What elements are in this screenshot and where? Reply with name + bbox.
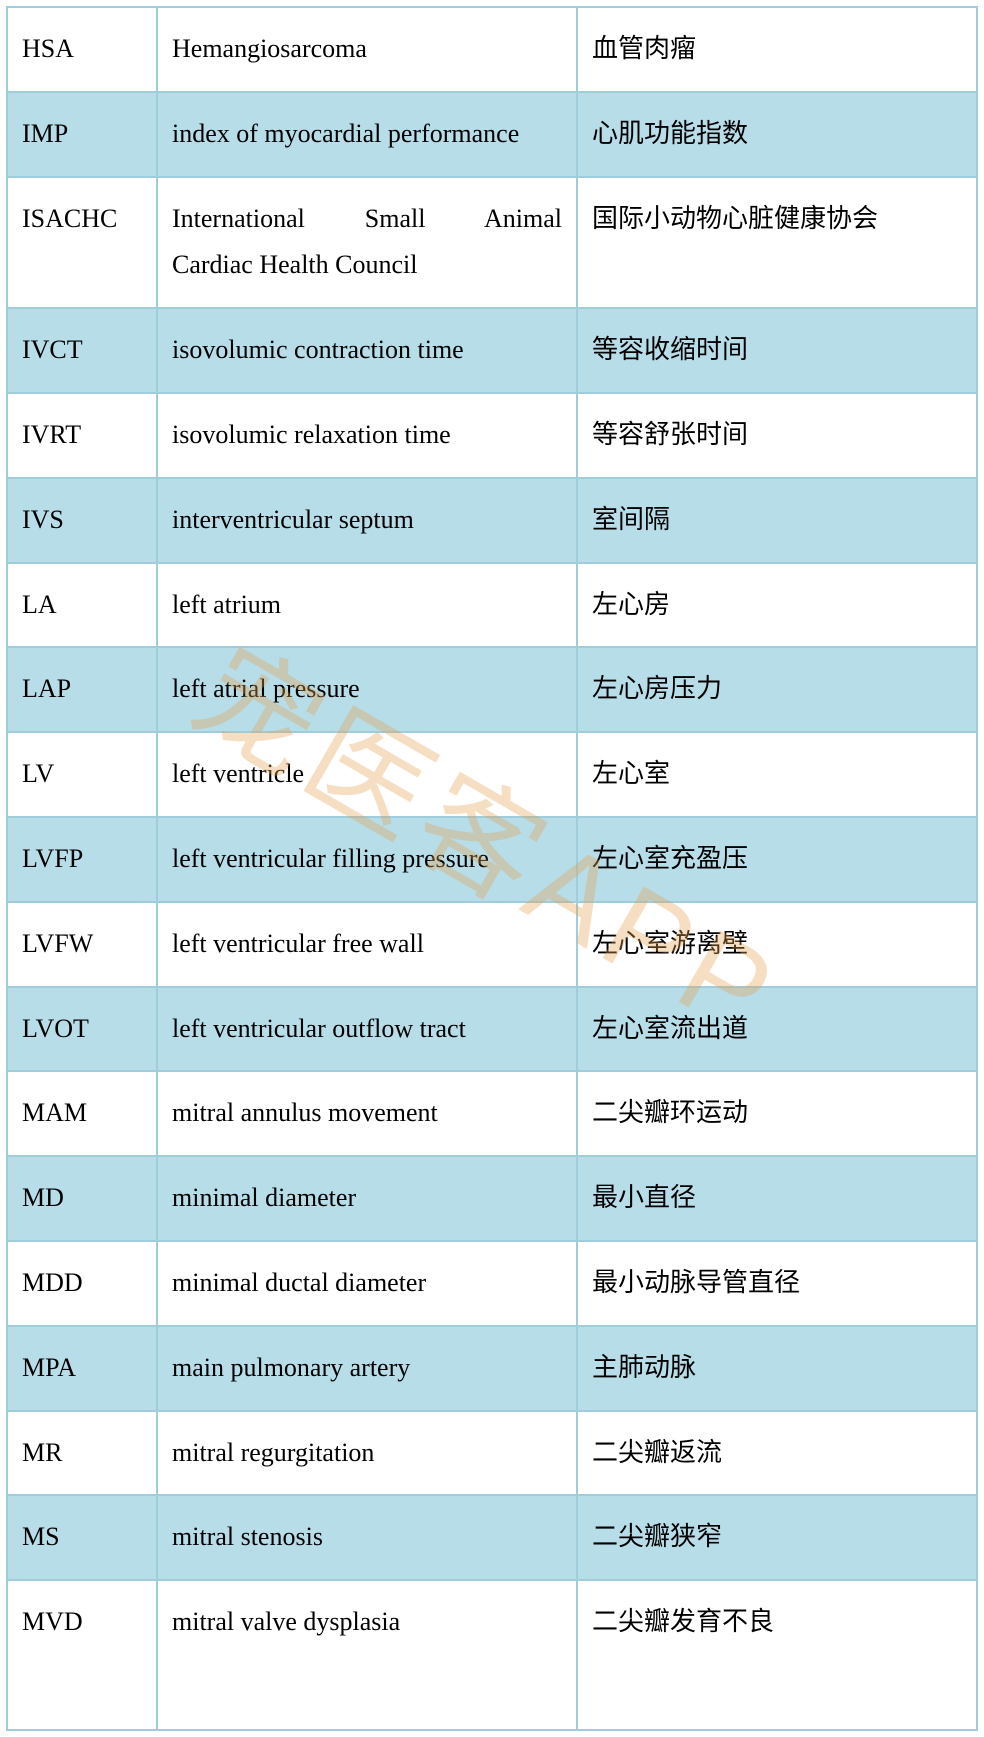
- cell-english: minimal diameter: [157, 1156, 577, 1241]
- cell-chinese: 国际小动物心脏健康协会: [577, 177, 977, 309]
- table-row: IVRTisovolumic relaxation time等容舒张时间: [7, 393, 977, 478]
- table-row: MPAmain pulmonary artery主肺动脉: [7, 1326, 977, 1411]
- cell-english: left ventricular free wall: [157, 902, 577, 987]
- table-row: LAPleft atrial pressure左心房压力: [7, 647, 977, 732]
- cell-chinese: 主肺动脉: [577, 1326, 977, 1411]
- cell-english: left ventricular outflow tract: [157, 987, 577, 1072]
- cell-chinese: 二尖瓣狭窄: [577, 1495, 977, 1580]
- cell-english: isovolumic relaxation time: [157, 393, 577, 478]
- cell-abbr: MDD: [7, 1241, 157, 1326]
- cell-chinese: 左心室: [577, 732, 977, 817]
- cell-abbr: MAM: [7, 1071, 157, 1156]
- cell-chinese: 心肌功能指数: [577, 92, 977, 177]
- cell-chinese: 最小直径: [577, 1156, 977, 1241]
- cell-english: left ventricle: [157, 732, 577, 817]
- cell-abbr: MS: [7, 1495, 157, 1580]
- table-row: IMPindex of myocardial performance心肌功能指数: [7, 92, 977, 177]
- table-row: ISACHCInternational Small AnimalCardiac …: [7, 177, 977, 309]
- cell-english: left atrial pressure: [157, 647, 577, 732]
- cell-chinese: 左心室流出道: [577, 987, 977, 1072]
- table-row: LVFWleft ventricular free wall左心室游离壁: [7, 902, 977, 987]
- cell-abbr: LVOT: [7, 987, 157, 1072]
- cell-abbr: MR: [7, 1411, 157, 1496]
- cell-chinese: 二尖瓣返流: [577, 1411, 977, 1496]
- table-row: LVOTleft ventricular outflow tract左心室流出道: [7, 987, 977, 1072]
- table-row: MSmitral stenosis二尖瓣狭窄: [7, 1495, 977, 1580]
- cell-abbr: IVRT: [7, 393, 157, 478]
- cell-english: mitral stenosis: [157, 1495, 577, 1580]
- cell-abbr: IMP: [7, 92, 157, 177]
- cell-chinese: 左心房: [577, 563, 977, 648]
- cell-english: minimal ductal diameter: [157, 1241, 577, 1326]
- cell-english: mitral valve dysplasia: [157, 1580, 577, 1730]
- table-row: MVDmitral valve dysplasia二尖瓣发育不良: [7, 1580, 977, 1730]
- cell-english: International Small AnimalCardiac Health…: [157, 177, 577, 309]
- cell-abbr: MD: [7, 1156, 157, 1241]
- cell-chinese: 二尖瓣发育不良: [577, 1580, 977, 1730]
- cell-chinese: 最小动脉导管直径: [577, 1241, 977, 1326]
- table-row: MDDminimal ductal diameter最小动脉导管直径: [7, 1241, 977, 1326]
- cell-abbr: HSA: [7, 7, 157, 92]
- cell-abbr: MPA: [7, 1326, 157, 1411]
- table-row: MDminimal diameter最小直径: [7, 1156, 977, 1241]
- cell-english: isovolumic contraction time: [157, 308, 577, 393]
- glossary-table: HSAHemangiosarcoma血管肉瘤IMPindex of myocar…: [6, 6, 978, 1731]
- cell-english: Hemangiosarcoma: [157, 7, 577, 92]
- table-container: 宠医客APP HSAHemangiosarcoma血管肉瘤IMPindex of…: [0, 0, 984, 1737]
- table-row: HSAHemangiosarcoma血管肉瘤: [7, 7, 977, 92]
- cell-chinese: 二尖瓣环运动: [577, 1071, 977, 1156]
- table-row: LVleft ventricle左心室: [7, 732, 977, 817]
- cell-abbr: IVS: [7, 478, 157, 563]
- cell-chinese: 室间隔: [577, 478, 977, 563]
- table-row: LVFPleft ventricular filling pressure左心室…: [7, 817, 977, 902]
- cell-english: mitral regurgitation: [157, 1411, 577, 1496]
- cell-chinese: 等容收缩时间: [577, 308, 977, 393]
- cell-english: left ventricular filling pressure: [157, 817, 577, 902]
- table-row: IVCTisovolumic contraction time等容收缩时间: [7, 308, 977, 393]
- cell-chinese: 左心室充盈压: [577, 817, 977, 902]
- cell-abbr: LAP: [7, 647, 157, 732]
- cell-chinese: 左心室游离壁: [577, 902, 977, 987]
- table-row: LAleft atrium左心房: [7, 563, 977, 648]
- cell-english: interventricular septum: [157, 478, 577, 563]
- cell-abbr: LV: [7, 732, 157, 817]
- cell-english: mitral annulus movement: [157, 1071, 577, 1156]
- cell-abbr: LVFW: [7, 902, 157, 987]
- cell-abbr: LVFP: [7, 817, 157, 902]
- table-row: IVSinterventricular septum室间隔: [7, 478, 977, 563]
- cell-english: left atrium: [157, 563, 577, 648]
- cell-abbr: ISACHC: [7, 177, 157, 309]
- cell-english: main pulmonary artery: [157, 1326, 577, 1411]
- cell-english: index of myocardial performance: [157, 92, 577, 177]
- cell-chinese: 等容舒张时间: [577, 393, 977, 478]
- cell-chinese: 左心房压力: [577, 647, 977, 732]
- table-row: MRmitral regurgitation二尖瓣返流: [7, 1411, 977, 1496]
- cell-abbr: MVD: [7, 1580, 157, 1730]
- cell-chinese: 血管肉瘤: [577, 7, 977, 92]
- table-row: MAMmitral annulus movement二尖瓣环运动: [7, 1071, 977, 1156]
- cell-abbr: LA: [7, 563, 157, 648]
- cell-abbr: IVCT: [7, 308, 157, 393]
